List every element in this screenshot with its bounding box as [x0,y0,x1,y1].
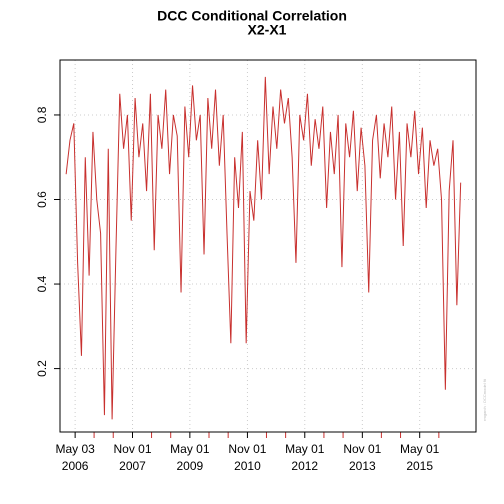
y-tick-label: 0.2 [35,360,49,377]
x-tick-label: May 01 2015 [400,442,440,473]
y-tick-label: 0.6 [35,191,49,208]
y-tick-label: 0.4 [35,275,49,292]
watermark: rmgarch : DCCmodel fit [482,378,487,421]
x-tick-label: May 03 2006 [55,442,95,473]
series-line [65,76,462,420]
x-tick-label: Nov 01 2007 [113,442,152,473]
x-tick-label: Nov 01 2013 [343,442,382,473]
x-tick-label: May 01 2009 [170,442,210,473]
x-tick-label: Nov 01 2010 [228,442,267,473]
chart-title: DCC Conditional Correlation [157,8,347,24]
plot-frame [59,59,477,433]
x-tick-label: May 01 2012 [285,442,325,473]
chart-subtitle: X2-X1 [248,22,287,38]
y-tick-label: 0.8 [35,106,49,123]
